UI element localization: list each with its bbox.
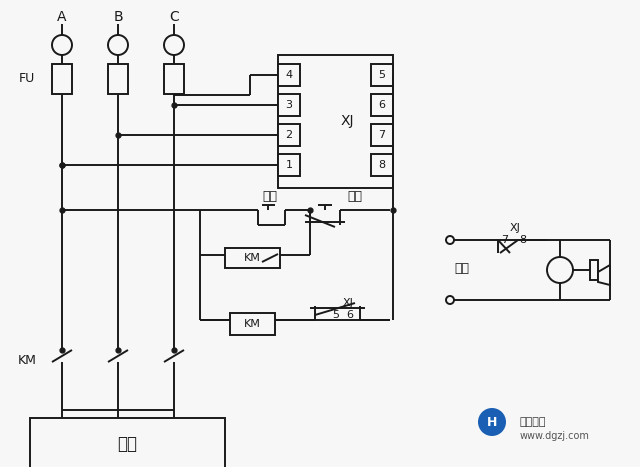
Text: 6: 6 xyxy=(346,310,353,320)
Text: 8: 8 xyxy=(378,160,385,170)
Text: C: C xyxy=(169,10,179,24)
Text: 8: 8 xyxy=(520,235,527,245)
Text: 电源: 电源 xyxy=(454,262,470,275)
Text: 3: 3 xyxy=(285,100,292,110)
Bar xyxy=(164,64,184,94)
Text: 4: 4 xyxy=(285,70,292,80)
Bar xyxy=(108,64,128,94)
Circle shape xyxy=(108,35,128,55)
Text: 电工之家: 电工之家 xyxy=(520,417,547,427)
Text: 7: 7 xyxy=(501,235,509,245)
Text: 5: 5 xyxy=(378,70,385,80)
Text: 6: 6 xyxy=(378,100,385,110)
Bar xyxy=(225,248,280,268)
Circle shape xyxy=(164,35,184,55)
Text: www.dgzj.com: www.dgzj.com xyxy=(520,431,590,441)
Text: 负载: 负载 xyxy=(117,435,137,453)
Text: 1: 1 xyxy=(285,160,292,170)
Text: FU: FU xyxy=(19,72,35,85)
Bar xyxy=(278,124,300,146)
Bar xyxy=(30,418,225,467)
Text: XJ: XJ xyxy=(340,114,355,128)
Text: XJ: XJ xyxy=(342,298,353,308)
Circle shape xyxy=(547,257,573,283)
Circle shape xyxy=(52,35,72,55)
Bar xyxy=(230,313,275,335)
Bar xyxy=(371,124,393,146)
Bar xyxy=(52,64,72,94)
Bar xyxy=(371,154,393,176)
Text: 5: 5 xyxy=(333,310,339,320)
Bar xyxy=(371,64,393,86)
Circle shape xyxy=(478,408,506,436)
Bar xyxy=(278,154,300,176)
Text: 起动: 起动 xyxy=(262,191,278,204)
Text: 停止: 停止 xyxy=(348,191,362,204)
Text: XJ: XJ xyxy=(509,223,520,233)
Text: KM: KM xyxy=(244,253,260,263)
Text: B: B xyxy=(113,10,123,24)
Text: 2: 2 xyxy=(285,130,292,140)
Circle shape xyxy=(446,236,454,244)
Bar xyxy=(590,260,598,280)
Text: H: H xyxy=(487,416,497,429)
Text: 7: 7 xyxy=(378,130,385,140)
Bar xyxy=(371,94,393,116)
Text: KM: KM xyxy=(17,354,36,367)
Bar xyxy=(278,55,393,188)
Polygon shape xyxy=(598,265,610,285)
Bar xyxy=(278,94,300,116)
Text: KM: KM xyxy=(244,319,260,329)
Text: A: A xyxy=(57,10,67,24)
Bar xyxy=(278,64,300,86)
Circle shape xyxy=(446,296,454,304)
